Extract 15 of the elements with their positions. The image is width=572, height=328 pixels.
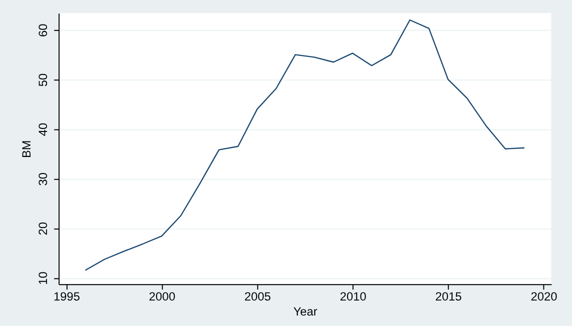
y-tick-label: 30 bbox=[36, 172, 50, 186]
x-axis-title: Year bbox=[293, 304, 318, 318]
y-axis-title: BM bbox=[19, 140, 34, 158]
x-tick-label: 1995 bbox=[53, 290, 80, 304]
y-tick-label: 20 bbox=[36, 222, 50, 236]
x-tick-label: 2005 bbox=[244, 290, 272, 304]
y-tick-label: 60 bbox=[36, 23, 50, 38]
x-tick-label: 2020 bbox=[530, 290, 558, 304]
y-tick-label: 40 bbox=[36, 122, 50, 136]
y-tick-label: 50 bbox=[36, 72, 50, 87]
y-tick-label: 10 bbox=[36, 271, 50, 285]
x-tick-label: 2015 bbox=[435, 290, 462, 304]
x-tick-label: 2000 bbox=[148, 290, 176, 304]
x-tick-label: 2010 bbox=[340, 290, 367, 304]
line-series bbox=[84, 19, 526, 271]
